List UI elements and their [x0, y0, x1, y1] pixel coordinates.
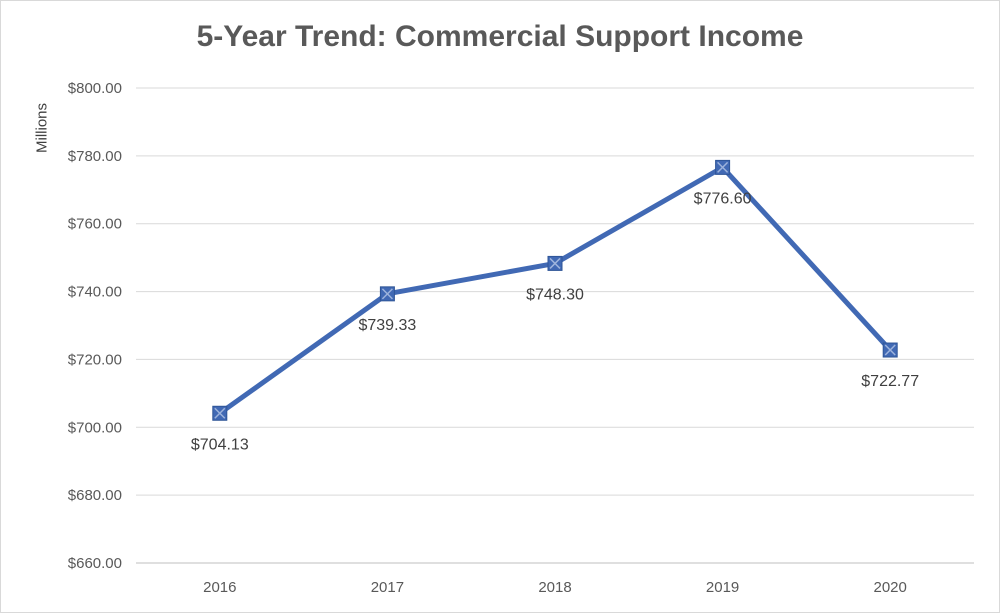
x-tick-label: 2019 — [706, 579, 739, 596]
data-point-marker — [715, 159, 731, 175]
x-axis-ticks: 2016 2017 2018 2019 2020 — [203, 579, 907, 596]
chart-title: 5-Year Trend: Commercial Support Income — [196, 20, 804, 53]
y-tick-label: $740.00 — [68, 284, 122, 301]
y-tick-label: $680.00 — [68, 487, 122, 504]
data-point-marker — [882, 342, 898, 358]
data-label: $748.30 — [526, 286, 584, 303]
y-axis-ticks: $660.00 $680.00 $700.00 $720.00 $740.00 $760.… — [68, 80, 122, 572]
y-tick-label: $720.00 — [68, 351, 122, 368]
data-point-marker — [547, 255, 563, 271]
data-point-marker — [379, 286, 395, 302]
x-tick-label: 2018 — [538, 579, 571, 596]
x-tick-label: 2020 — [874, 579, 907, 596]
series-layer — [212, 159, 898, 421]
y-tick-label: $660.00 — [68, 555, 122, 572]
y-tick-label: $780.00 — [68, 148, 122, 165]
data-labels: $704.13 $739.33 $748.30 $776.60 $722.77 — [191, 190, 919, 453]
x-tick-label: 2016 — [203, 579, 236, 596]
data-label: $704.13 — [191, 436, 249, 453]
data-label: $722.77 — [861, 373, 919, 390]
data-label: $739.33 — [358, 317, 416, 334]
gridlines — [136, 87, 974, 564]
data-label: $776.60 — [694, 190, 752, 207]
y-tick-label: $760.00 — [68, 216, 122, 233]
y-tick-label: $800.00 — [68, 80, 122, 97]
data-point-marker — [212, 405, 228, 421]
x-tick-label: 2017 — [371, 579, 404, 596]
y-tick-label: $700.00 — [68, 419, 122, 436]
